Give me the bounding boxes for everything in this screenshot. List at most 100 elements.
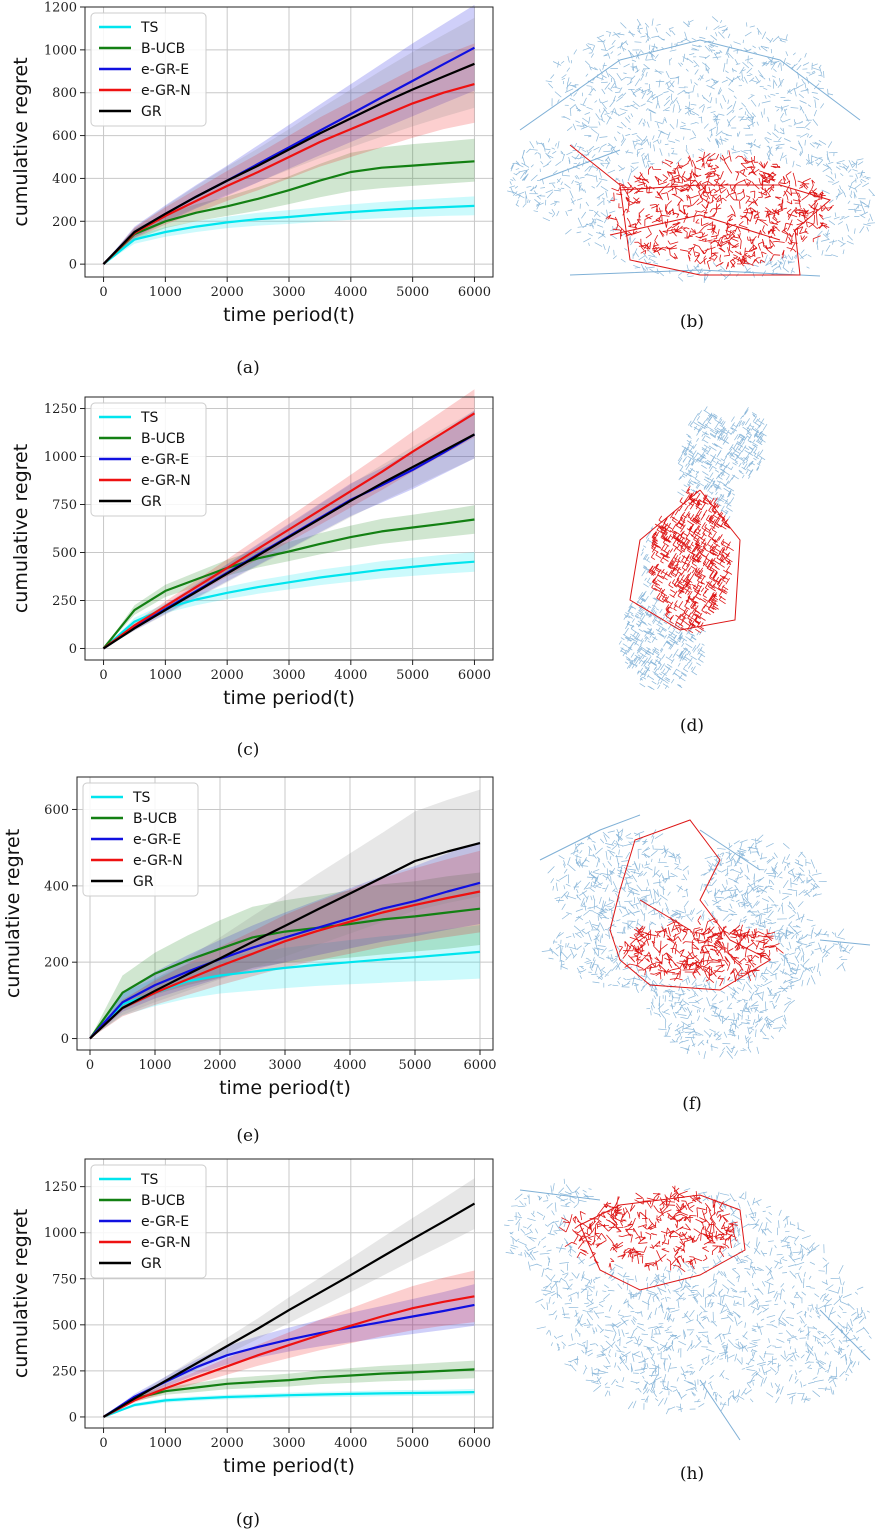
x-tick-label: 4000 [333, 1058, 366, 1073]
caption-e: (e) [236, 1126, 259, 1146]
x-axis-label: time period(t) [223, 1455, 355, 1477]
legend-label: e-GR-N [141, 1235, 191, 1251]
legend-label: GR [141, 104, 162, 120]
x-tick-label: 4000 [334, 1436, 367, 1451]
map-arterial-road [699, 829, 761, 871]
series-line-gr [102, 1202, 476, 1418]
map-highlighted-route [569, 144, 832, 276]
caption-f: (f) [682, 1094, 702, 1114]
band-ts [103, 1388, 475, 1417]
road-network-map-d [618, 406, 768, 691]
y-tick-label: 500 [52, 1318, 77, 1333]
caption-c: (c) [237, 740, 260, 760]
x-tick-label: 6000 [458, 285, 491, 300]
legend-label: TS [132, 790, 151, 806]
x-axis-label: time period(t) [223, 687, 355, 709]
x-tick-label: 3000 [272, 668, 305, 683]
series-line-b-ucb [89, 907, 481, 1040]
x-tick-label: 6000 [458, 668, 491, 683]
x-tick-label: 1000 [149, 668, 182, 683]
series-line-b-ucb [102, 518, 475, 650]
map-street-network [618, 406, 768, 691]
band-ts [103, 196, 475, 265]
series-line-ts [102, 204, 475, 265]
map-highlighted-route [639, 899, 691, 931]
y-tick-label: 0 [61, 1032, 69, 1047]
map-highlighted-streets [648, 485, 734, 634]
x-tick-label: 0 [99, 285, 107, 300]
legend-label: TS [140, 410, 159, 426]
y-tick-label: 200 [52, 215, 77, 230]
y-tick-label: 750 [52, 1272, 77, 1287]
map-street-network [504, 1178, 872, 1415]
band-e-gr-n [103, 1270, 475, 1417]
y-tick-label: 0 [69, 642, 77, 657]
x-tick-label: 1000 [149, 285, 182, 300]
map-arterial-road [819, 939, 871, 946]
chart-a: 0 1000 2000 3000 4000 5000 6000 0 200 400 600 800 10… [10, 1, 494, 326]
map-arterial-road [519, 39, 861, 131]
map-arterial-road [699, 1379, 741, 1441]
map-street-network [507, 16, 875, 283]
chart-c: 0 1000 2000 3000 4000 5000 6000 0 250 500 750 1000 1… [10, 389, 494, 709]
band-gr [90, 789, 480, 1039]
y-tick-label: 1000 [44, 1226, 77, 1241]
y-tick-label: 1250 [44, 1180, 77, 1195]
legend: TS B-UCB e-GR-E e-GR-N GR [90, 12, 207, 127]
band-e-gr-e [103, 4, 475, 265]
legend-box [82, 782, 199, 897]
y-tick-label: 1000 [44, 450, 77, 465]
y-tick-label: 1000 [44, 43, 77, 58]
band-b-ucb [103, 138, 475, 265]
y-tick-label: 250 [52, 1364, 77, 1379]
series-line-e-gr-e [89, 881, 481, 1040]
x-tick-label: 3000 [272, 285, 305, 300]
y-tick-label: 1200 [44, 1, 77, 16]
legend-label: B-UCB [141, 41, 185, 57]
legend-label: e-GR-E [141, 452, 189, 468]
band-ts [103, 552, 475, 649]
x-tick-label: 0 [99, 1436, 107, 1451]
band-e-gr-n [90, 850, 480, 1039]
map-highlighted-route [609, 214, 781, 241]
legend-label: e-GR-N [141, 473, 191, 489]
caption-h: (h) [680, 1464, 704, 1484]
band-e-gr-n [103, 389, 475, 649]
map-arterial-road [569, 269, 821, 277]
band-gr [103, 17, 475, 265]
x-tick-label: 2000 [211, 1436, 244, 1451]
x-axis-label: time period(t) [219, 1077, 351, 1099]
legend-label: e-GR-E [133, 832, 181, 848]
x-tick-label: 5000 [398, 1058, 431, 1073]
x-tick-label: 1000 [138, 1058, 171, 1073]
x-tick-label: 1000 [149, 1436, 182, 1451]
road-network-map-b [507, 16, 875, 283]
legend-box [90, 1164, 207, 1279]
x-tick-label: 5000 [396, 285, 429, 300]
map-arterial-road [519, 1189, 601, 1201]
y-tick-label: 400 [52, 172, 77, 187]
map-highlighted-route [629, 489, 741, 631]
x-tick-label: 5000 [396, 668, 429, 683]
y-axis-label: cumulative regret [2, 829, 24, 998]
caption-a: (a) [236, 358, 259, 378]
legend-label: GR [141, 1256, 162, 1272]
x-tick-label: 5000 [396, 1436, 429, 1451]
series-line-e-gr-n [102, 1295, 475, 1418]
map-street-network [541, 828, 854, 1059]
x-tick-label: 2000 [203, 1058, 236, 1073]
band-gr [103, 1178, 475, 1417]
y-tick-label: 0 [69, 258, 77, 273]
chart-e: 0 1000 2000 3000 4000 5000 6000 0 200 400 600 time … [2, 776, 497, 1099]
legend-label: e-GR-E [141, 1214, 189, 1230]
series-line-e-gr-n [102, 83, 475, 265]
y-tick-label: 600 [52, 129, 77, 144]
y-tick-label: 750 [52, 498, 77, 513]
series-line-e-gr-n [102, 412, 476, 650]
x-tick-label: 4000 [334, 285, 367, 300]
road-network-map-f [539, 814, 871, 1059]
legend-label: TS [140, 1172, 159, 1188]
y-tick-label: 600 [44, 803, 69, 818]
x-tick-label: 0 [99, 668, 107, 683]
